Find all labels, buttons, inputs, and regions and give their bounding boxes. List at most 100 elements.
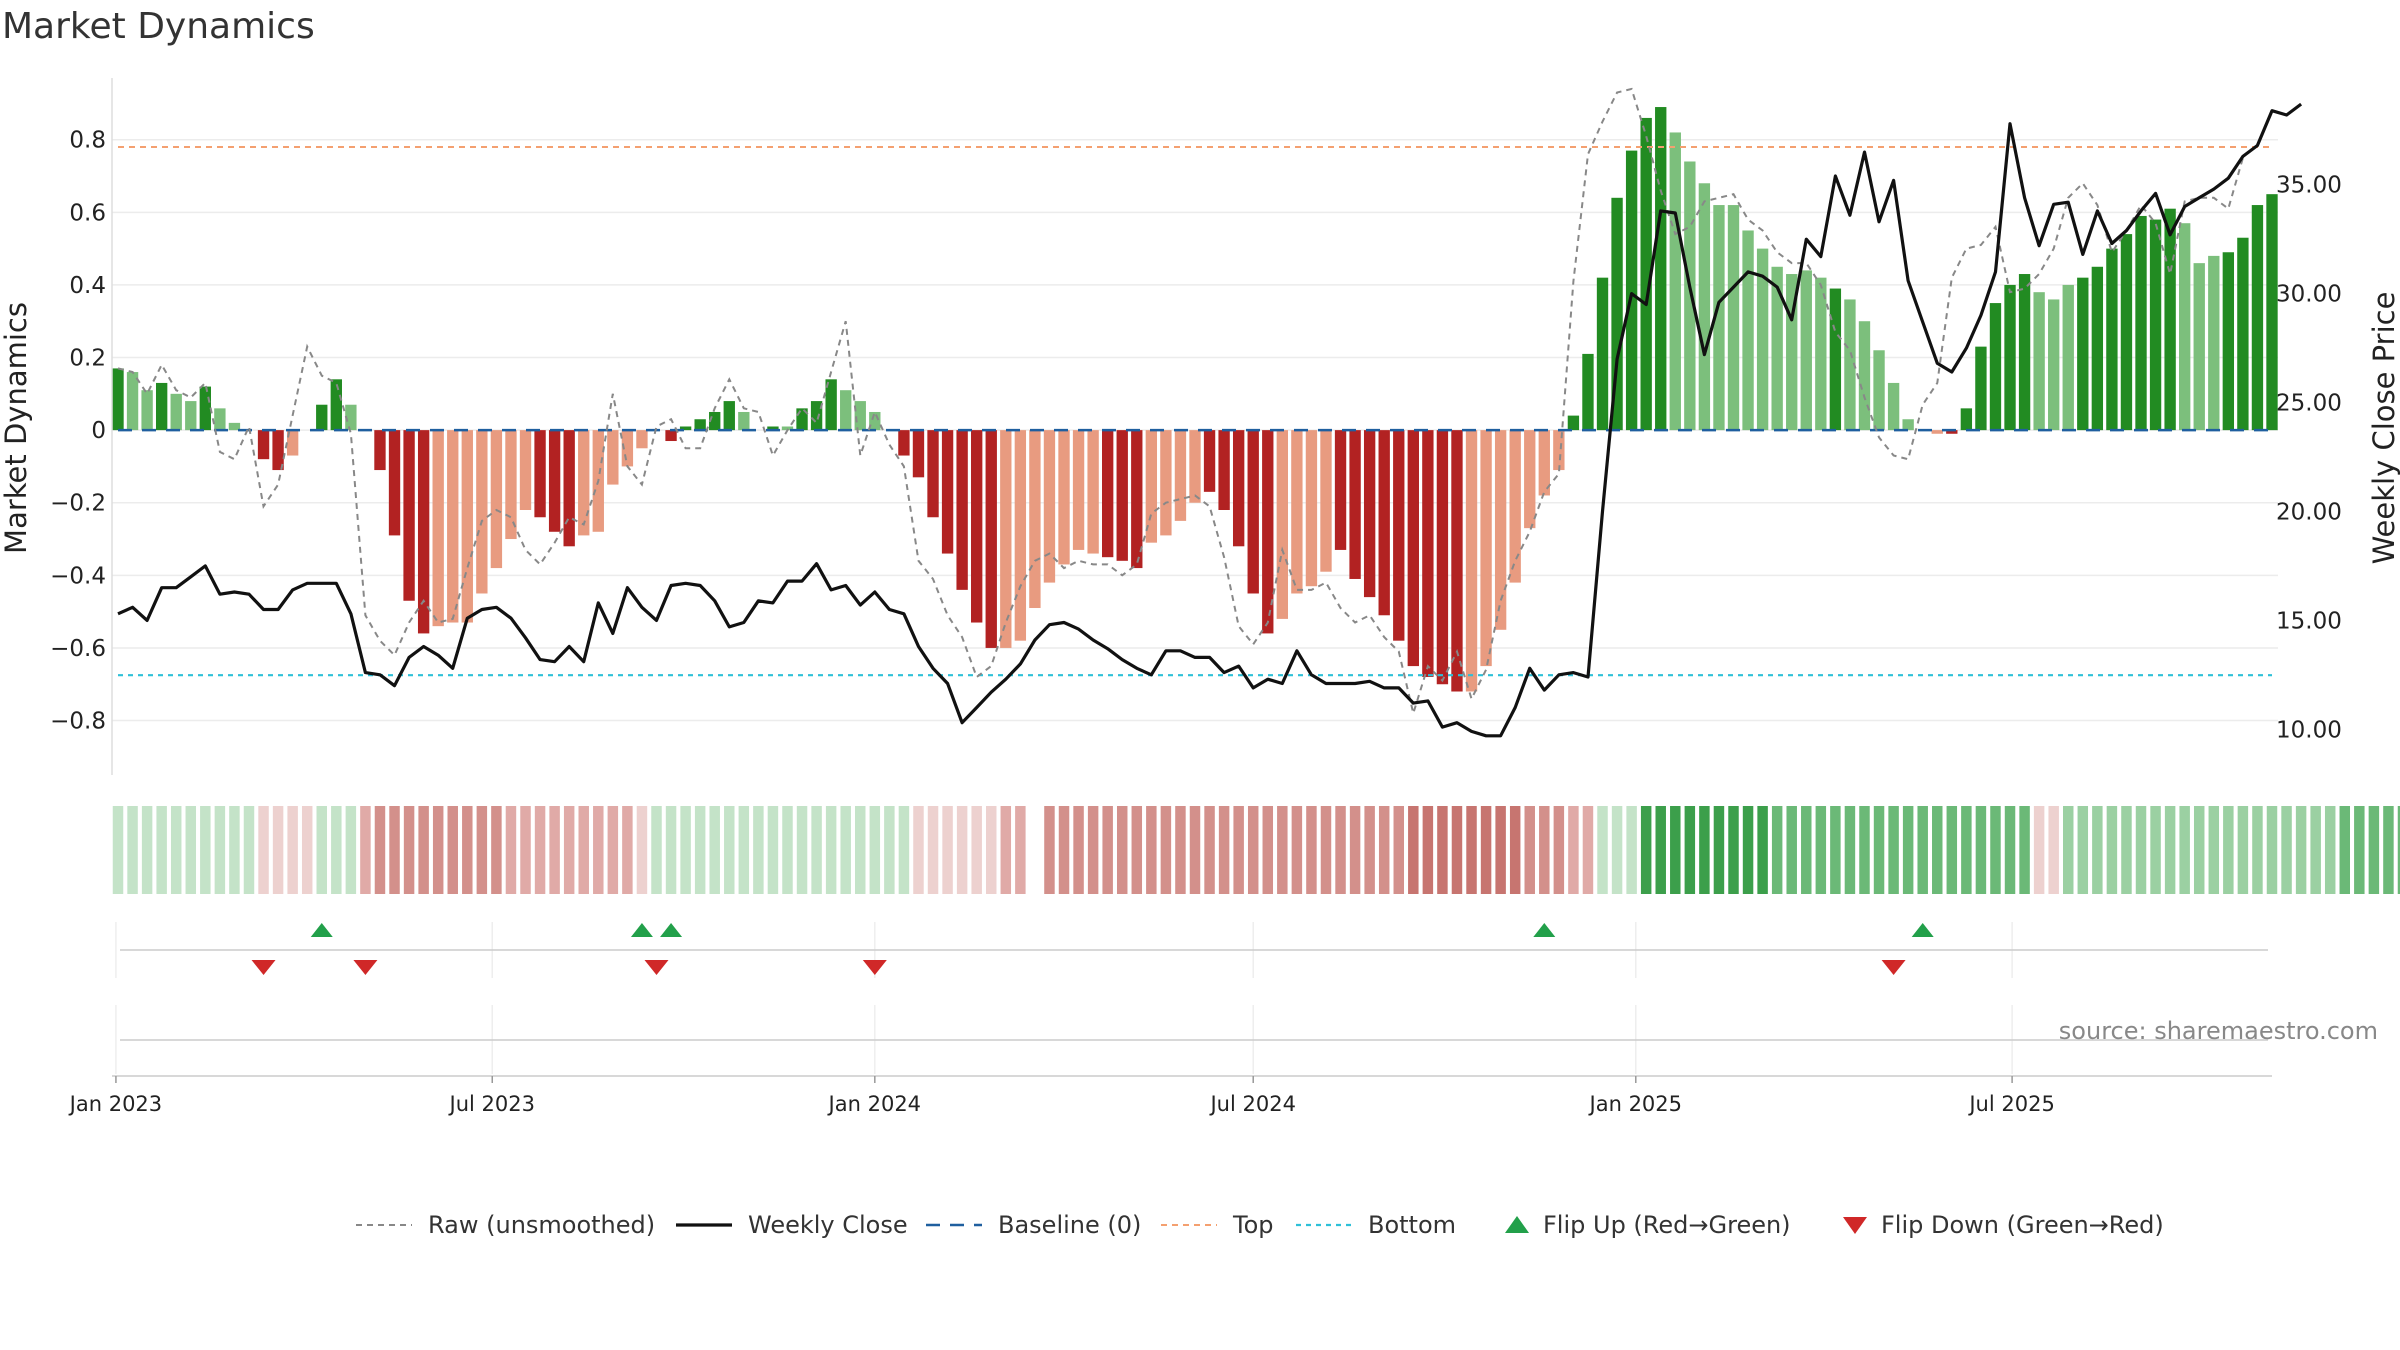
regime-cell — [2063, 806, 2074, 894]
bar — [1014, 430, 1027, 641]
regime-cell — [2310, 806, 2321, 894]
regime-cell — [2397, 806, 2400, 894]
bar — [316, 404, 328, 431]
bar — [388, 430, 401, 536]
y-left-tick-label: 0.6 — [69, 200, 106, 226]
regime-cell — [782, 806, 793, 894]
regime-cell — [1131, 806, 1143, 894]
date-tick-label: Jul 2025 — [1967, 1092, 2054, 1116]
bar — [1887, 382, 1900, 431]
bar — [1756, 248, 1769, 431]
bar — [2033, 292, 2045, 431]
y-right-tick-label: 25.00 — [2276, 391, 2342, 417]
regime-cell — [2121, 806, 2132, 894]
bar — [1189, 430, 1201, 503]
regime-cell — [1946, 806, 1958, 894]
regime-cell — [1262, 806, 1274, 894]
bar — [2018, 274, 2031, 431]
bar — [796, 408, 808, 431]
bar — [2193, 263, 2205, 431]
y-right-tick-label: 10.00 — [2276, 717, 2342, 743]
regime-cell — [855, 806, 866, 894]
y-right-tick-label: 20.00 — [2276, 499, 2342, 525]
regime-cell — [2295, 806, 2307, 894]
regime-cell — [170, 806, 182, 894]
bar — [519, 430, 532, 510]
regime-cell — [1408, 806, 1419, 894]
regime-cell — [2150, 806, 2161, 894]
bar — [2237, 237, 2249, 431]
regime-cell — [112, 806, 124, 894]
bar — [1567, 415, 1580, 431]
y-left-tick-label: −0.8 — [50, 709, 106, 735]
regime-cell — [971, 806, 982, 894]
regime-cell — [1888, 806, 1899, 894]
regime-cell — [1218, 806, 1230, 894]
regime-cell — [534, 806, 546, 894]
regime-cell — [2048, 806, 2059, 894]
regime-cell — [709, 806, 720, 894]
bar — [694, 419, 706, 431]
bar — [941, 430, 954, 554]
regime-cell — [1670, 806, 1681, 894]
regime-cell — [360, 806, 371, 894]
bar — [1407, 430, 1419, 667]
regime-cell — [680, 806, 691, 894]
regime-cell — [1568, 806, 1579, 894]
y-left-tick-label: −0.2 — [50, 491, 106, 517]
regime-cell — [1597, 806, 1608, 894]
y-left-axis-title: Market Dynamics — [0, 302, 33, 554]
regime-cell — [1902, 806, 1914, 894]
y-right-axis-title: Weekly Close Price — [2367, 292, 2400, 565]
regime-cell — [1160, 806, 1172, 894]
regime-cell — [622, 806, 633, 894]
bar — [286, 430, 299, 456]
legend-item-raw: Raw (unsmoothed) — [356, 1211, 655, 1239]
bar — [1465, 430, 1478, 692]
regime-cell — [2281, 806, 2292, 894]
bar — [1960, 408, 1973, 431]
regime-cell — [185, 806, 197, 894]
regime-cell — [1699, 806, 1710, 894]
legend-label: Flip Down (Green→Red) — [1881, 1211, 2164, 1239]
bar — [1291, 430, 1303, 594]
bar — [1160, 430, 1172, 536]
bar — [126, 372, 139, 431]
regime-cell — [651, 806, 662, 894]
bar — [1596, 277, 1609, 431]
regime-cell — [1917, 806, 1928, 894]
bar — [461, 430, 473, 623]
regime-cell — [331, 806, 342, 894]
bar — [971, 430, 983, 623]
bar — [738, 411, 750, 431]
flip-down-marker — [644, 960, 669, 975]
regime-cell — [1378, 806, 1390, 894]
bar — [1655, 107, 1667, 431]
legend-label: Top — [1232, 1211, 1274, 1239]
regime-cell — [636, 806, 648, 894]
axes: 0.8 0.6 0.4 0.2 0 −0.2 −0.4 −0.6 −0.8 35.00 30.00 2… — [0, 78, 2400, 775]
regime-cell — [1859, 806, 1870, 894]
bar — [607, 430, 619, 485]
bar — [1989, 303, 2002, 431]
legend-label: Weekly Close — [748, 1211, 908, 1239]
bar — [1072, 430, 1085, 550]
bar — [1553, 430, 1565, 471]
bar — [709, 411, 721, 431]
bar — [1131, 430, 1143, 569]
date-tick-label: Jan 2023 — [68, 1092, 163, 1116]
flip-up-marker — [660, 923, 683, 937]
date-tick-label: Jan 2024 — [827, 1092, 922, 1116]
bar — [1029, 430, 1041, 609]
bar — [1611, 197, 1623, 431]
regime-cell — [389, 806, 400, 894]
bar — [2164, 208, 2176, 431]
regime-cell — [1480, 806, 1492, 894]
bar — [112, 368, 124, 431]
bar — [1669, 132, 1681, 431]
bar — [2106, 248, 2118, 431]
bar — [1393, 430, 1405, 641]
regime-cell — [2033, 806, 2045, 894]
regime-cell — [1189, 806, 1201, 894]
regime-cell — [913, 806, 924, 894]
